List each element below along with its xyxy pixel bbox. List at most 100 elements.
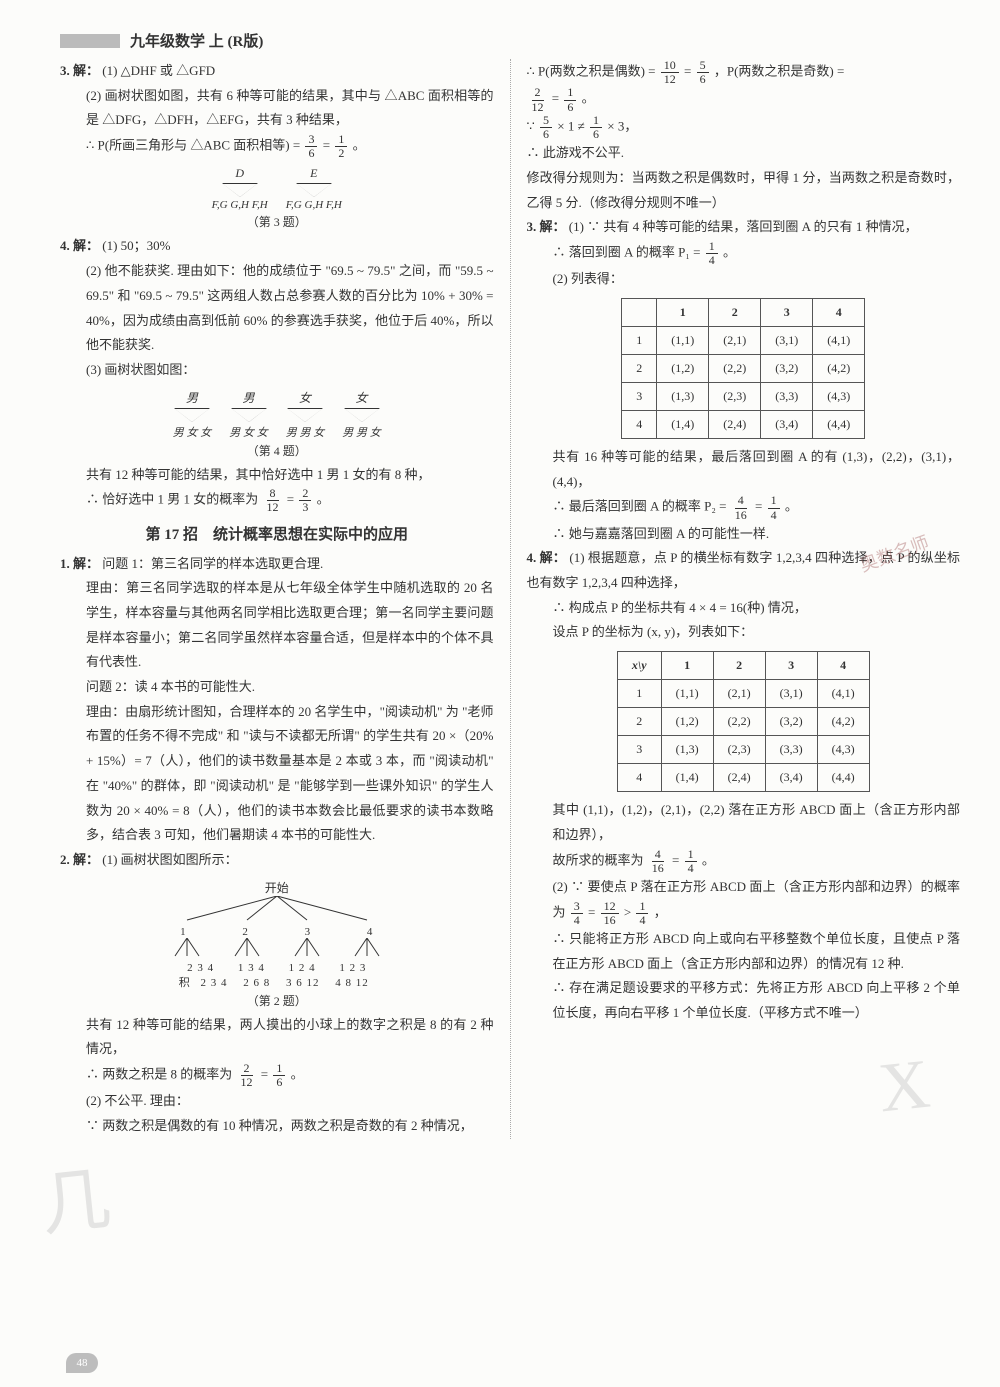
td: (1,3) bbox=[661, 736, 713, 764]
section-title: 第 17 招 统计概率思想在实际中的应用 bbox=[60, 523, 494, 544]
q1b-p4: 理由：由扇形统计图知，合理样本的 20 名学生中，"阅读动机" 为 "老师布置的… bbox=[60, 700, 494, 848]
frac-n: 1 bbox=[564, 86, 576, 100]
tree-l1: 1 2 3 4 bbox=[60, 926, 494, 938]
rc-p2: 212 = 16 。 bbox=[527, 86, 961, 113]
left-column: 3. 解： (1) △DHF 或 △GFD (2) 画树状图如图，共有 6 种等… bbox=[60, 59, 494, 1139]
comma: ， bbox=[654, 904, 667, 919]
th: 1 bbox=[657, 298, 709, 326]
period: 。 bbox=[291, 1067, 304, 1082]
q3-p3-pre: ∴ P(所画三角形与 △ABC 面积相等) = bbox=[86, 138, 303, 153]
header-title: 九年级数学 上 (R版) bbox=[130, 30, 263, 51]
q4-p5: ∴ 恰好选中 1 男 1 女的概率为 812 = 23 。 bbox=[60, 487, 494, 514]
frac-d: 3 bbox=[299, 501, 311, 514]
frac-n: 8 bbox=[267, 487, 279, 501]
frac-n: 2 bbox=[241, 1062, 253, 1076]
q4-p4: 共有 12 种等可能的结果，其中恰好选中 1 男 1 女的有 8 种， bbox=[60, 463, 494, 488]
tree-fork-icon bbox=[222, 183, 258, 197]
column-divider bbox=[510, 59, 511, 1139]
frac-n: 12 bbox=[601, 900, 619, 914]
q4b-p7: ∴ 只能将正方形 ABCD 向上或向右平移整数个单位长度，且使点 P 落在正方形… bbox=[527, 927, 961, 976]
frac-d: 6 bbox=[564, 101, 576, 114]
eq: = bbox=[552, 91, 563, 106]
td: (2,3) bbox=[713, 736, 765, 764]
th: 3 bbox=[765, 652, 817, 680]
text: ∴ P(两数之积是偶数) = bbox=[527, 64, 659, 79]
q1b-line1: 1. 解： 问题 1：第三名同学的样本选取更合理. bbox=[60, 552, 494, 577]
th: 2 bbox=[713, 652, 765, 680]
rc-p1: ∴ P(两数之积是偶数) = 1012 = 56 ，P(两数之积是奇数) = bbox=[527, 59, 961, 86]
text: × 1 ≠ bbox=[557, 118, 588, 133]
frac-n: 4 bbox=[652, 848, 664, 862]
td: (3,4) bbox=[761, 410, 813, 438]
q3-caption: （第 3 题） bbox=[60, 213, 494, 230]
q3-p1: (1) △DHF 或 △GFD bbox=[102, 63, 215, 78]
td: (3,1) bbox=[765, 680, 817, 708]
frac-d: 6 bbox=[540, 128, 552, 141]
eq: = bbox=[588, 904, 599, 919]
tree-top: 男 bbox=[242, 389, 254, 406]
td: (1,3) bbox=[657, 382, 709, 410]
td: 2 bbox=[617, 708, 661, 736]
period: 。 bbox=[582, 91, 595, 106]
td: 2 bbox=[622, 354, 657, 382]
rc-p4: ∴ 此游戏不公平. bbox=[527, 141, 961, 166]
td: (4,3) bbox=[813, 382, 865, 410]
tree-leaves: F,G G,H F,H bbox=[286, 199, 342, 211]
q3b-line1: 3. 解： (1) ∵ 共有 4 种等可能的结果，落回到圈 A 的只有 1 种情… bbox=[527, 215, 961, 240]
q4b-p4: 其中 (1,1)，(1,2)，(2,1)，(2,2) 落在正方形 ABCD 面上… bbox=[527, 798, 961, 847]
q3b-p3: (2) 列表得： bbox=[527, 267, 961, 292]
text: ，P(两数之积是奇数) = bbox=[714, 64, 844, 79]
th: x\y bbox=[617, 652, 661, 680]
th: 3 bbox=[761, 298, 813, 326]
q4-line1: 4. 解： (1) 50；30% bbox=[60, 234, 494, 259]
period: 。 bbox=[317, 492, 330, 507]
text: ∴ 落回到圈 A 的概率 P₁ = bbox=[553, 245, 704, 260]
q4b-p8: ∴ 存在满足题设要求的平移方式：先将正方形 ABCD 向上平移 2 个单位长度，… bbox=[527, 976, 961, 1025]
n: 4 bbox=[367, 926, 374, 938]
td: 4 bbox=[622, 410, 657, 438]
q4-p1: (1) 50；30% bbox=[102, 238, 170, 253]
tree-top: 男 bbox=[186, 389, 198, 406]
th: 1 bbox=[661, 652, 713, 680]
text: ∵ bbox=[527, 118, 539, 133]
text: × 3， bbox=[607, 118, 637, 133]
text: ∴ 两数之积是 8 的概率为 bbox=[86, 1067, 236, 1082]
td: 3 bbox=[617, 736, 661, 764]
frac-d: 16 bbox=[649, 862, 667, 875]
q3b-p1: (1) ∵ 共有 4 种等可能的结果，落回到圈 A 的只有 1 种情况， bbox=[569, 219, 918, 234]
n: 1 2 3 bbox=[339, 962, 366, 974]
period: 。 bbox=[353, 138, 366, 153]
tree-start: 开始 bbox=[60, 879, 494, 896]
q3-p3: ∴ P(所画三角形与 △ABC 面积相等) = 36 = 12 。 bbox=[60, 133, 494, 160]
tree-fork-icon bbox=[287, 408, 323, 422]
frac-d: 6 bbox=[305, 147, 317, 160]
td: (2,2) bbox=[709, 354, 761, 382]
frac-d: 6 bbox=[590, 128, 602, 141]
q4b-p6: (2) ∵ 要使点 P 落在正方形 ABCD 面上（含正方形内部和边界）的概率为… bbox=[527, 875, 961, 927]
q4b-table: x\y 1 2 3 4 1(1,1)(2,1)(3,1)(4,1) 2(1,2)… bbox=[617, 651, 870, 792]
tree-node: 男男 女 女 bbox=[173, 389, 212, 440]
td: (1,4) bbox=[661, 764, 713, 792]
q3-tree: D F,G G,H F,H E F,G G,H F,H bbox=[60, 166, 494, 211]
q3b-p2: ∴ 落回到圈 A 的概率 P₁ = 14 。 bbox=[527, 240, 961, 267]
frac-n: 5 bbox=[697, 59, 709, 73]
q2b-line1: 2. 解： (1) 画树状图如图所示： bbox=[60, 848, 494, 873]
gt: > bbox=[624, 904, 635, 919]
frac-n: 1 bbox=[636, 900, 648, 914]
td: (4,3) bbox=[817, 736, 869, 764]
td: (4,2) bbox=[813, 354, 865, 382]
frac-d: 12 bbox=[238, 1076, 256, 1089]
frac-n: 1 bbox=[706, 240, 718, 254]
text: ∴ 最后落回到圈 A 的概率 P₂ = bbox=[553, 499, 730, 514]
q4b-label: 4. 解： bbox=[527, 550, 566, 565]
td: 1 bbox=[622, 326, 657, 354]
eq: = bbox=[684, 64, 695, 79]
q3b-table: 1 2 3 4 1(1,1)(2,1)(3,1)(4,1) 2(1,2)(2,2… bbox=[621, 298, 865, 439]
table-row: 1(1,1)(2,1)(3,1)(4,1) bbox=[622, 326, 865, 354]
q2b-caption: （第 2 题） bbox=[60, 992, 494, 1009]
table-row: 2(1,2)(2,2)(3,2)(4,2) bbox=[622, 354, 865, 382]
q4-p3: (3) 画树状图如图： bbox=[60, 358, 494, 383]
frac-n: 1 bbox=[273, 1062, 285, 1076]
q3b-p6: ∴ 她与嘉嘉落回到圈 A 的可能性一样. bbox=[527, 522, 961, 547]
td: (1,2) bbox=[661, 708, 713, 736]
